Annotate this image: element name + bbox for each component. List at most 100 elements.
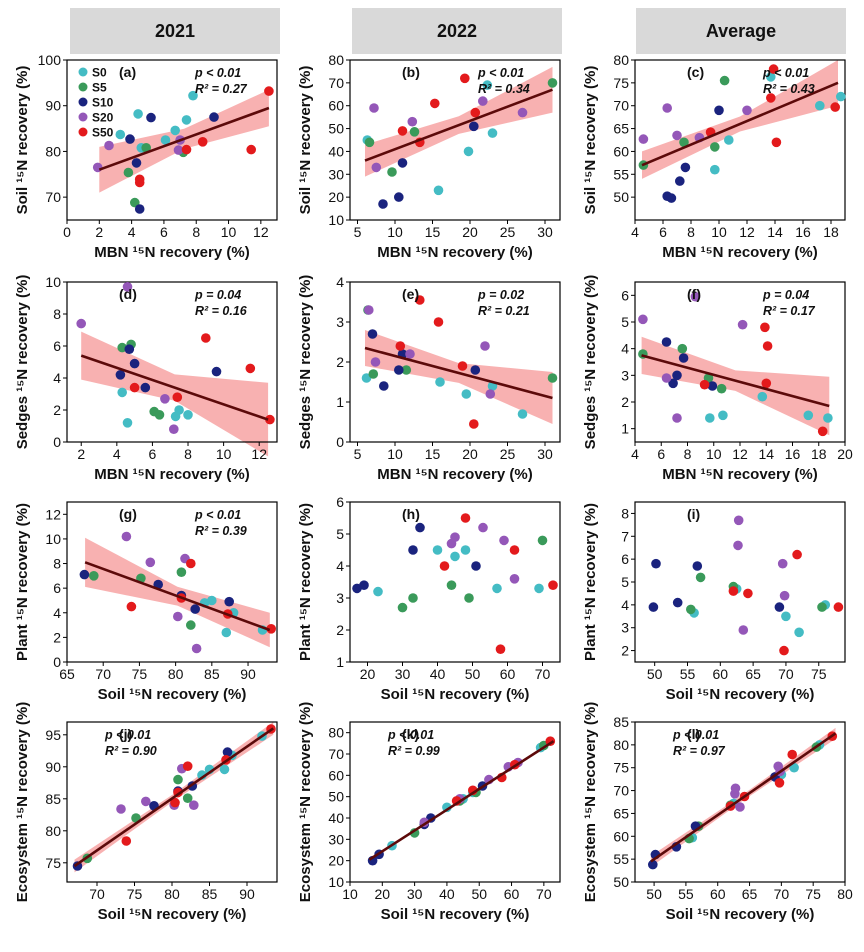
y-tick-label: 30 — [328, 166, 344, 182]
y-tick-label: 2 — [336, 354, 344, 370]
x-tick-label: 80 — [164, 886, 180, 902]
data-point — [672, 597, 683, 608]
data-point — [733, 515, 744, 526]
data-point — [460, 73, 470, 84]
p-value-label: p = 0.04 — [762, 288, 809, 302]
y-tick-label: 85 — [613, 714, 629, 730]
data-point — [675, 176, 685, 186]
x-tick-label: 5 — [354, 224, 362, 240]
y-tick-label: 3 — [621, 367, 629, 383]
x-tick-label: 10 — [711, 224, 727, 240]
column-header-2022: 2022 — [352, 8, 562, 54]
x-tick-label: 55 — [680, 666, 696, 682]
x-tick-label: 85 — [204, 666, 220, 682]
y-axis-label: Ecosystem ¹⁵N recovery (%) — [14, 702, 31, 902]
p-value-label: p < 0.01 — [387, 728, 434, 742]
r-squared-label: R² = 0.39 — [195, 524, 247, 538]
panel-i: 50 55 60 65 70 75 2 3 4 5 6 7 8 Soil ¹⁵N recovery (%)… — [582, 501, 846, 703]
data-point — [415, 522, 425, 533]
data-point — [129, 382, 140, 393]
y-tick-label: 6 — [53, 580, 61, 596]
y-tick-label: 90 — [45, 759, 61, 775]
data-point — [724, 135, 734, 145]
x-tick-label: 50 — [465, 666, 481, 682]
x-tick-label: 6 — [149, 446, 157, 462]
confidence-band — [365, 66, 553, 177]
plot-frame — [66, 59, 278, 221]
data-point — [415, 295, 425, 305]
data-point — [79, 569, 90, 580]
regression-line — [364, 346, 553, 400]
plot-frame — [349, 59, 561, 221]
plot-frame — [66, 281, 278, 443]
x-tick-label: 20 — [837, 446, 853, 462]
x-tick-label: 75 — [127, 886, 143, 902]
x-axis-label: Soil ¹⁵N recovery (%) — [381, 906, 530, 923]
data-point — [188, 90, 198, 101]
data-point — [487, 128, 498, 138]
r-squared-label: R² = 0.99 — [388, 744, 440, 758]
plot-frame — [66, 501, 278, 663]
x-axis-label: Soil ¹⁵N recovery (%) — [98, 686, 247, 703]
data-point — [115, 370, 126, 380]
data-point — [470, 365, 481, 375]
x-tick-label: 12 — [732, 446, 748, 462]
data-point — [190, 604, 200, 614]
data-point — [104, 140, 114, 151]
y-tick-label: 4 — [336, 558, 344, 574]
data-point — [761, 378, 772, 389]
data-point — [672, 413, 682, 423]
x-tick-label: 10 — [706, 446, 722, 462]
x-tick-label: 18 — [811, 446, 827, 462]
data-point — [160, 135, 171, 145]
x-tick-label: 40 — [439, 886, 455, 902]
data-point — [124, 344, 135, 355]
x-tick-label: 6 — [659, 224, 667, 240]
x-tick-label: 60 — [710, 886, 726, 902]
data-point — [181, 115, 192, 125]
p-value-label: p < 0.01 — [762, 66, 809, 80]
x-tick-label: 16 — [785, 446, 801, 462]
x-tick-label: 30 — [395, 666, 411, 682]
y-tick-label: 0 — [53, 654, 61, 670]
data-point — [246, 144, 256, 155]
x-tick-label: 15 — [425, 446, 441, 462]
data-point — [495, 644, 506, 654]
data-point — [446, 580, 457, 590]
confidence-band — [641, 336, 830, 436]
y-axis-label: Plant ¹⁵N recovery (%) — [582, 503, 599, 661]
regression-line — [641, 81, 839, 167]
y-tick-label: 60 — [613, 143, 629, 159]
data-point — [430, 98, 440, 109]
data-point — [219, 764, 230, 775]
x-tick-label: 6 — [657, 446, 665, 462]
data-point — [464, 593, 474, 603]
x-axis-label: MBN ¹⁵N recovery (%) — [94, 244, 249, 261]
data-point — [648, 602, 659, 612]
data-point — [439, 561, 450, 571]
data-point — [733, 540, 743, 551]
y-axis-label: Soil ¹⁵N recovery (%) — [14, 66, 31, 215]
y-tick-label: 50 — [328, 789, 344, 805]
data-point — [224, 596, 234, 607]
data-point — [379, 381, 389, 391]
data-point — [766, 93, 776, 103]
data-point — [478, 522, 488, 533]
y-tick-label: 55 — [613, 166, 629, 182]
x-tick-label: 10 — [342, 886, 358, 902]
y-tick-label: 70 — [328, 746, 344, 762]
r-squared-label: R² = 0.97 — [673, 744, 726, 758]
plot-frame — [349, 721, 561, 883]
column-header-2021: 2021 — [70, 8, 280, 54]
data-point — [191, 643, 202, 654]
data-point — [485, 389, 496, 399]
regression-line — [98, 106, 270, 171]
y-tick-label: 55 — [613, 851, 629, 867]
legend-label: S0 — [92, 66, 107, 80]
data-point — [492, 583, 502, 594]
data-point — [141, 143, 151, 153]
y-axis-label: Sedges ¹⁵N recovery (%) — [582, 275, 599, 450]
data-point — [359, 580, 369, 590]
data-point — [547, 78, 558, 88]
